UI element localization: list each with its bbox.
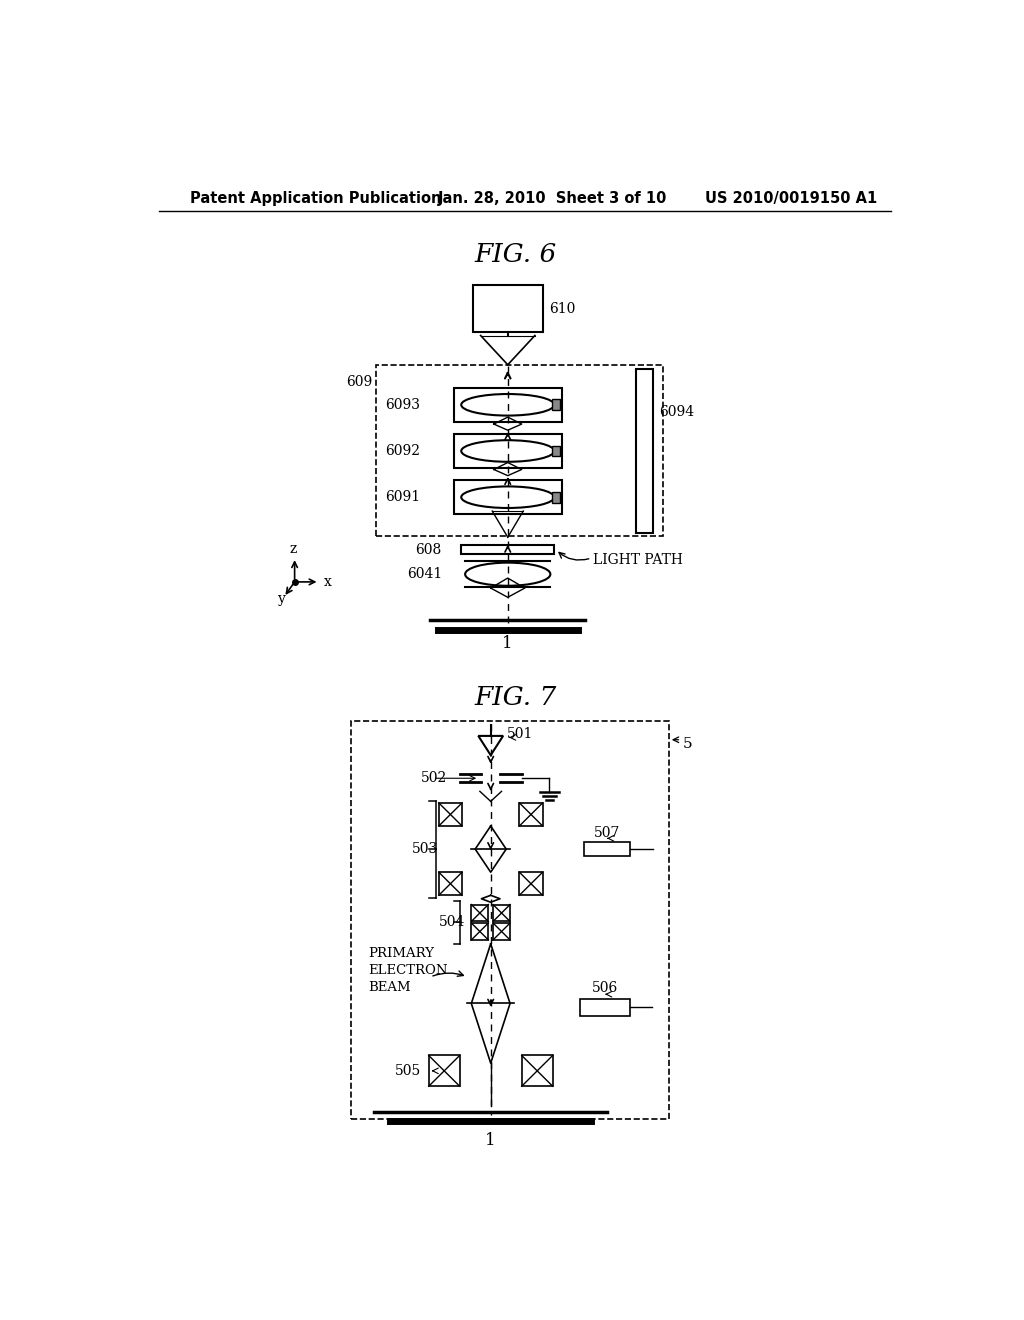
- Bar: [521, 1056, 553, 1086]
- Bar: [454, 480, 562, 515]
- Bar: [438, 873, 462, 895]
- Bar: [473, 285, 543, 331]
- Text: 1: 1: [503, 635, 513, 652]
- Bar: [351, 721, 669, 1119]
- Text: 6094: 6094: [658, 405, 694, 420]
- Text: 1: 1: [485, 1131, 496, 1148]
- Bar: [552, 400, 560, 411]
- Text: 5: 5: [683, 737, 692, 751]
- Text: 503: 503: [412, 842, 438, 857]
- Bar: [493, 904, 510, 921]
- Bar: [636, 368, 652, 533]
- Text: x: x: [324, 576, 332, 589]
- Text: 6041: 6041: [407, 568, 442, 581]
- Text: Jan. 28, 2010  Sheet 3 of 10: Jan. 28, 2010 Sheet 3 of 10: [438, 191, 668, 206]
- Text: 608: 608: [416, 543, 442, 557]
- Text: 506: 506: [592, 981, 618, 995]
- Text: 505: 505: [394, 1064, 421, 1078]
- Bar: [584, 842, 630, 857]
- Text: LIGHT PATH: LIGHT PATH: [593, 553, 683, 568]
- Text: 502: 502: [421, 771, 447, 785]
- Bar: [454, 434, 562, 469]
- Text: 6091: 6091: [385, 490, 421, 504]
- Ellipse shape: [465, 562, 550, 586]
- Bar: [438, 803, 462, 826]
- Polygon shape: [478, 737, 503, 755]
- Ellipse shape: [461, 441, 554, 462]
- Text: FIG. 6: FIG. 6: [474, 242, 557, 267]
- Bar: [493, 923, 510, 940]
- Bar: [519, 873, 543, 895]
- Text: 609: 609: [346, 375, 372, 388]
- Text: FIG. 7: FIG. 7: [474, 685, 557, 710]
- Ellipse shape: [461, 395, 554, 416]
- Bar: [552, 446, 560, 457]
- Text: z: z: [290, 541, 297, 556]
- Text: Patent Application Publication: Patent Application Publication: [190, 191, 441, 206]
- Bar: [429, 1056, 460, 1086]
- Text: 504: 504: [438, 915, 465, 929]
- Text: 610: 610: [549, 301, 575, 315]
- Text: 507: 507: [594, 826, 621, 840]
- Text: 6093: 6093: [385, 397, 420, 412]
- Text: US 2010/0019150 A1: US 2010/0019150 A1: [706, 191, 878, 206]
- Text: 501: 501: [507, 727, 534, 742]
- Bar: [471, 904, 488, 921]
- Text: y: y: [279, 593, 286, 606]
- Bar: [580, 999, 630, 1016]
- Bar: [376, 364, 663, 536]
- Ellipse shape: [461, 487, 554, 508]
- Bar: [454, 388, 562, 422]
- Bar: [471, 923, 488, 940]
- Text: 6092: 6092: [385, 444, 420, 458]
- Bar: [519, 803, 543, 826]
- Text: PRIMARY
ELECTRON
BEAM: PRIMARY ELECTRON BEAM: [369, 948, 447, 994]
- Bar: [461, 545, 554, 554]
- Bar: [552, 492, 560, 503]
